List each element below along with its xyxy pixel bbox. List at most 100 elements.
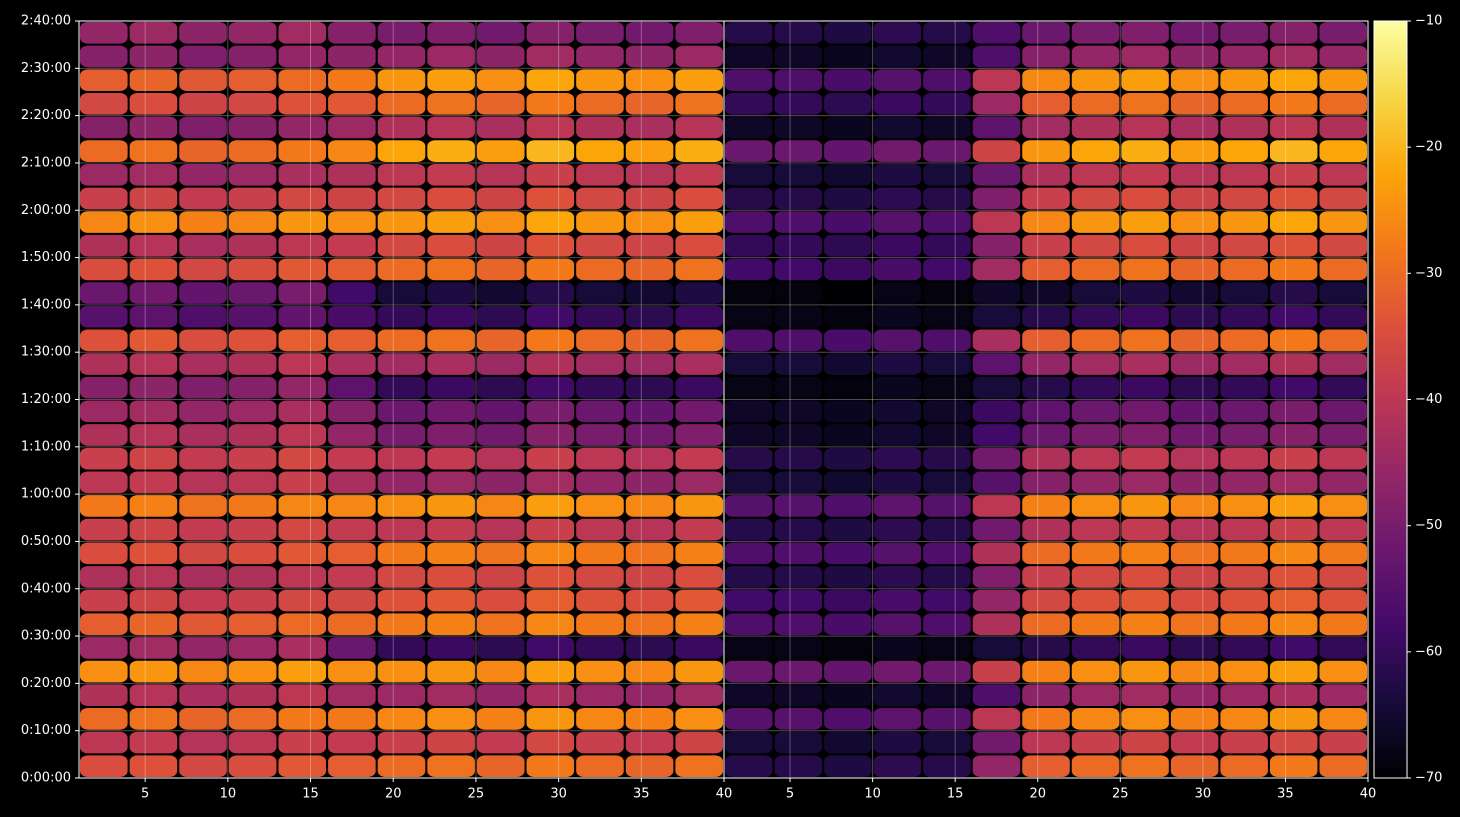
heat-cell [278,45,327,68]
heat-cell [1121,637,1169,659]
heat-cell [1071,637,1120,659]
heat-cell [675,211,723,233]
heat-cell [625,589,674,612]
heat-cell [228,187,277,210]
heat-cell [526,684,575,707]
heat-cell [675,305,723,328]
heat-cell [80,518,128,541]
heat-cell [1220,282,1268,304]
heat-cell [1319,353,1367,375]
heat-cell [873,305,922,328]
heat-cell [1220,69,1268,91]
heat-cell [725,471,773,494]
heat-cell [1319,45,1367,68]
heat-cell [725,211,773,233]
heat-cell [80,731,128,754]
colorbar-tick-label: −30 [1415,266,1442,281]
heat-cell [278,660,327,683]
heat-cell [1170,329,1219,352]
y-tick-label: 0:40:00 [21,581,71,596]
heat-cell [427,518,475,541]
heat-cell [476,69,525,91]
heat-cell [972,542,1021,565]
heat-cell [228,708,277,730]
heat-cell [129,731,178,754]
heat-cell [80,471,128,494]
heat-cell [625,495,674,517]
heat-cell [873,211,922,233]
heat-cell [1170,708,1219,730]
heat-cell [774,566,823,588]
heat-cell [1220,684,1268,707]
heat-cell [278,258,327,281]
heat-cell [228,45,277,68]
heat-cell [328,282,376,304]
heat-cell [1071,731,1120,754]
heat-cell [1319,140,1367,162]
heat-cell [427,140,475,162]
heat-cell [1170,187,1219,210]
heat-cell [923,542,971,565]
heat-cell [377,22,426,44]
heat-cell [824,116,872,139]
heat-cell [476,424,525,446]
heat-cell [1220,234,1268,257]
heat-cell [228,305,277,328]
heat-cell [972,708,1021,730]
heat-cell [80,495,128,517]
heat-cell [228,353,277,375]
heat-cell [824,566,872,588]
heat-cell [625,329,674,352]
heat-cell [725,495,773,517]
heat-cell [377,471,426,494]
heat-cell [476,45,525,68]
heat-cell [1121,518,1169,541]
heat-cell [1170,45,1219,68]
heat-cell [625,282,674,304]
heat-cell [1269,613,1318,636]
heat-cell [972,613,1021,636]
heat-cell [476,116,525,139]
heat-cell [129,400,178,423]
heat-cell [625,424,674,446]
heat-cell [774,187,823,210]
heat-cell [228,471,277,494]
heat-cell [625,116,674,139]
heat-cell [1220,731,1268,754]
heat-cell [427,613,475,636]
heat-cell [526,518,575,541]
heat-cell [923,116,971,139]
heat-cell [675,187,723,210]
heat-cell [824,45,872,68]
heat-cell [1319,708,1367,730]
heat-cell [427,45,475,68]
heat-cell [278,92,327,115]
heat-cell [923,211,971,233]
heat-cell [1269,92,1318,115]
heat-cell [1170,234,1219,257]
heat-cell [129,637,178,659]
heat-cell [576,211,624,233]
heat-cell [1071,116,1120,139]
heat-cell [228,589,277,612]
heat-cell [526,116,575,139]
heat-cell [675,424,723,446]
heat-cell [923,353,971,375]
heat-cell [526,447,575,470]
heat-cell [873,116,922,139]
heat-cell [1170,163,1219,186]
colorbar-tick-label: −10 [1415,14,1442,29]
heat-cell [1220,45,1268,68]
heat-cell [1071,376,1120,399]
heat-cell [675,708,723,730]
heat-cell [1071,45,1120,68]
heat-cell [1269,305,1318,328]
heat-cell [972,518,1021,541]
heat-cell [675,400,723,423]
heat-cell [1121,613,1169,636]
heat-cell [427,376,475,399]
heat-cell [824,329,872,352]
heat-cell [824,305,872,328]
heat-cell [1269,69,1318,91]
heat-cell [1022,637,1070,659]
